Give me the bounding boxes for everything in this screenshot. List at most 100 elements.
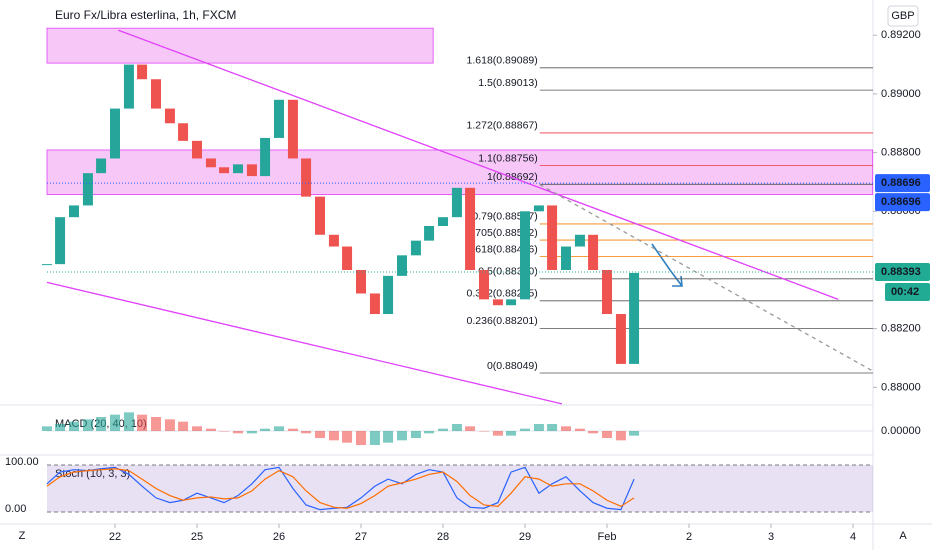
- candle: [178, 123, 189, 141]
- candle: [233, 164, 243, 174]
- candle: [301, 158, 312, 197]
- x-tick-label: 27: [355, 531, 367, 543]
- x-tick-label: 26: [273, 531, 285, 543]
- candle: [246, 164, 257, 177]
- y-tick-label: 0.88000: [881, 381, 921, 393]
- candle: [410, 240, 421, 256]
- x-tick-label: 25: [191, 531, 203, 543]
- arrow-annotation: [651, 243, 683, 287]
- macd-bar: [629, 431, 640, 436]
- chart-title: Euro Fx/Libra esterlina, 1h, FXCM: [55, 8, 236, 22]
- stoch-band: [47, 465, 873, 512]
- macd-bar: [410, 431, 421, 438]
- macd-bar: [315, 431, 325, 438]
- macd-tick-label: 0.00000: [881, 425, 921, 437]
- candle: [123, 64, 134, 109]
- candle: [315, 196, 325, 235]
- y-tick-label: 0.88800: [881, 147, 921, 159]
- candle: [328, 234, 339, 247]
- candle: [287, 99, 298, 159]
- macd-bar: [287, 428, 298, 431]
- fib-label: 0(0.88049): [487, 360, 538, 372]
- price-tag-label: 0.88696: [881, 196, 921, 208]
- candle: [82, 173, 93, 206]
- x-tick-label: 3: [768, 531, 774, 543]
- macd-bar: [506, 431, 517, 436]
- price-tag-label: 0.88696: [881, 177, 921, 189]
- x-tick-label: 29: [519, 531, 531, 543]
- candle: [369, 293, 380, 315]
- candle: [588, 234, 599, 270]
- price-tag-label: 0.88393: [881, 266, 921, 278]
- fib-label: 0.236(0.88201): [467, 315, 538, 327]
- x-tick-label: Feb: [598, 531, 617, 543]
- stoch-label: Stoch (10, 3, 3): [55, 468, 130, 480]
- macd-bar: [82, 419, 93, 431]
- candle: [356, 270, 366, 294]
- macd-bar: [479, 431, 489, 432]
- y-tick-label: 0.89000: [881, 88, 921, 100]
- y-tick-label: 0.89200: [881, 29, 921, 41]
- macd-bar: [192, 426, 202, 431]
- macd-bar: [164, 419, 175, 431]
- macd-bar: [356, 431, 366, 445]
- price-tag: [875, 263, 930, 282]
- candle: [424, 225, 435, 241]
- macd-bar: [301, 431, 312, 434]
- candle: [602, 270, 612, 315]
- macd-bar: [274, 426, 284, 431]
- candle: [520, 211, 530, 300]
- countdown: 00:42: [891, 286, 919, 298]
- macd-bar: [205, 428, 216, 431]
- macd-bar: [602, 431, 612, 438]
- candle: [574, 234, 585, 247]
- candle: [205, 158, 216, 168]
- auto-scale-button[interactable]: A: [899, 530, 907, 542]
- macd-bar: [151, 417, 161, 431]
- candle: [41, 264, 52, 266]
- candle: [547, 205, 558, 270]
- candle: [451, 187, 462, 218]
- zoom-button[interactable]: Z: [19, 530, 26, 542]
- candle: [533, 205, 544, 212]
- stoch-tick-label: 0.00: [5, 503, 26, 515]
- fib-label: 1.1(0.88756): [478, 152, 538, 164]
- candle: [492, 299, 503, 306]
- candle: [274, 99, 284, 138]
- x-tick-label: 2: [686, 531, 692, 543]
- candle: [506, 299, 517, 306]
- macd-bar: [233, 431, 243, 434]
- candle: [561, 246, 571, 270]
- candle: [342, 246, 353, 270]
- candle: [164, 108, 175, 124]
- candle: [465, 187, 476, 270]
- macd-bar: [574, 428, 585, 431]
- currency[interactable]: GBP: [891, 10, 914, 22]
- candle: [96, 158, 107, 174]
- macd-bar: [246, 431, 257, 434]
- macd-bar: [533, 424, 544, 431]
- fib-label: 1.618(0.89089): [467, 55, 538, 67]
- candle: [219, 167, 230, 174]
- x-tick-label: 28: [437, 531, 449, 543]
- macd-bar: [123, 412, 134, 431]
- candle: [151, 79, 161, 109]
- candle: [55, 217, 66, 265]
- candle: [615, 314, 626, 364]
- macd-bar: [219, 431, 230, 432]
- candle: [383, 275, 394, 315]
- zone: [46, 27, 434, 64]
- macd-bar: [561, 426, 571, 431]
- candle: [110, 108, 120, 159]
- x-tick-label: 22: [109, 531, 121, 543]
- macd-bar: [328, 431, 339, 441]
- macd-bar: [588, 431, 599, 434]
- candle: [192, 140, 202, 159]
- x-tick-label: 4: [850, 531, 856, 543]
- macd-bar: [178, 421, 189, 431]
- candle: [629, 272, 640, 364]
- currency-button[interactable]: [887, 5, 919, 27]
- macd-bar: [69, 421, 79, 431]
- trend-line: [118, 29, 839, 300]
